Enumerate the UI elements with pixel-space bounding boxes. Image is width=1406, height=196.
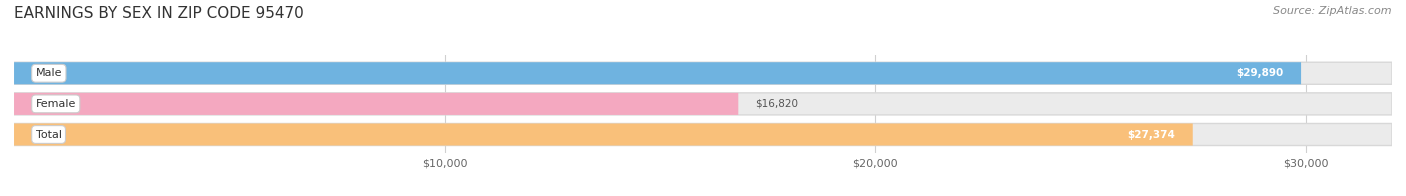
FancyBboxPatch shape: [14, 123, 1392, 145]
FancyBboxPatch shape: [14, 93, 1392, 115]
Text: EARNINGS BY SEX IN ZIP CODE 95470: EARNINGS BY SEX IN ZIP CODE 95470: [14, 6, 304, 21]
Text: Total: Total: [35, 130, 62, 140]
FancyBboxPatch shape: [14, 93, 738, 115]
Text: $27,374: $27,374: [1128, 130, 1175, 140]
Text: $16,820: $16,820: [755, 99, 799, 109]
FancyBboxPatch shape: [14, 62, 1392, 84]
Text: $29,890: $29,890: [1237, 68, 1284, 78]
Text: Source: ZipAtlas.com: Source: ZipAtlas.com: [1274, 6, 1392, 16]
FancyBboxPatch shape: [14, 62, 1301, 84]
FancyBboxPatch shape: [14, 123, 1192, 145]
Text: Male: Male: [35, 68, 62, 78]
Text: Female: Female: [35, 99, 76, 109]
